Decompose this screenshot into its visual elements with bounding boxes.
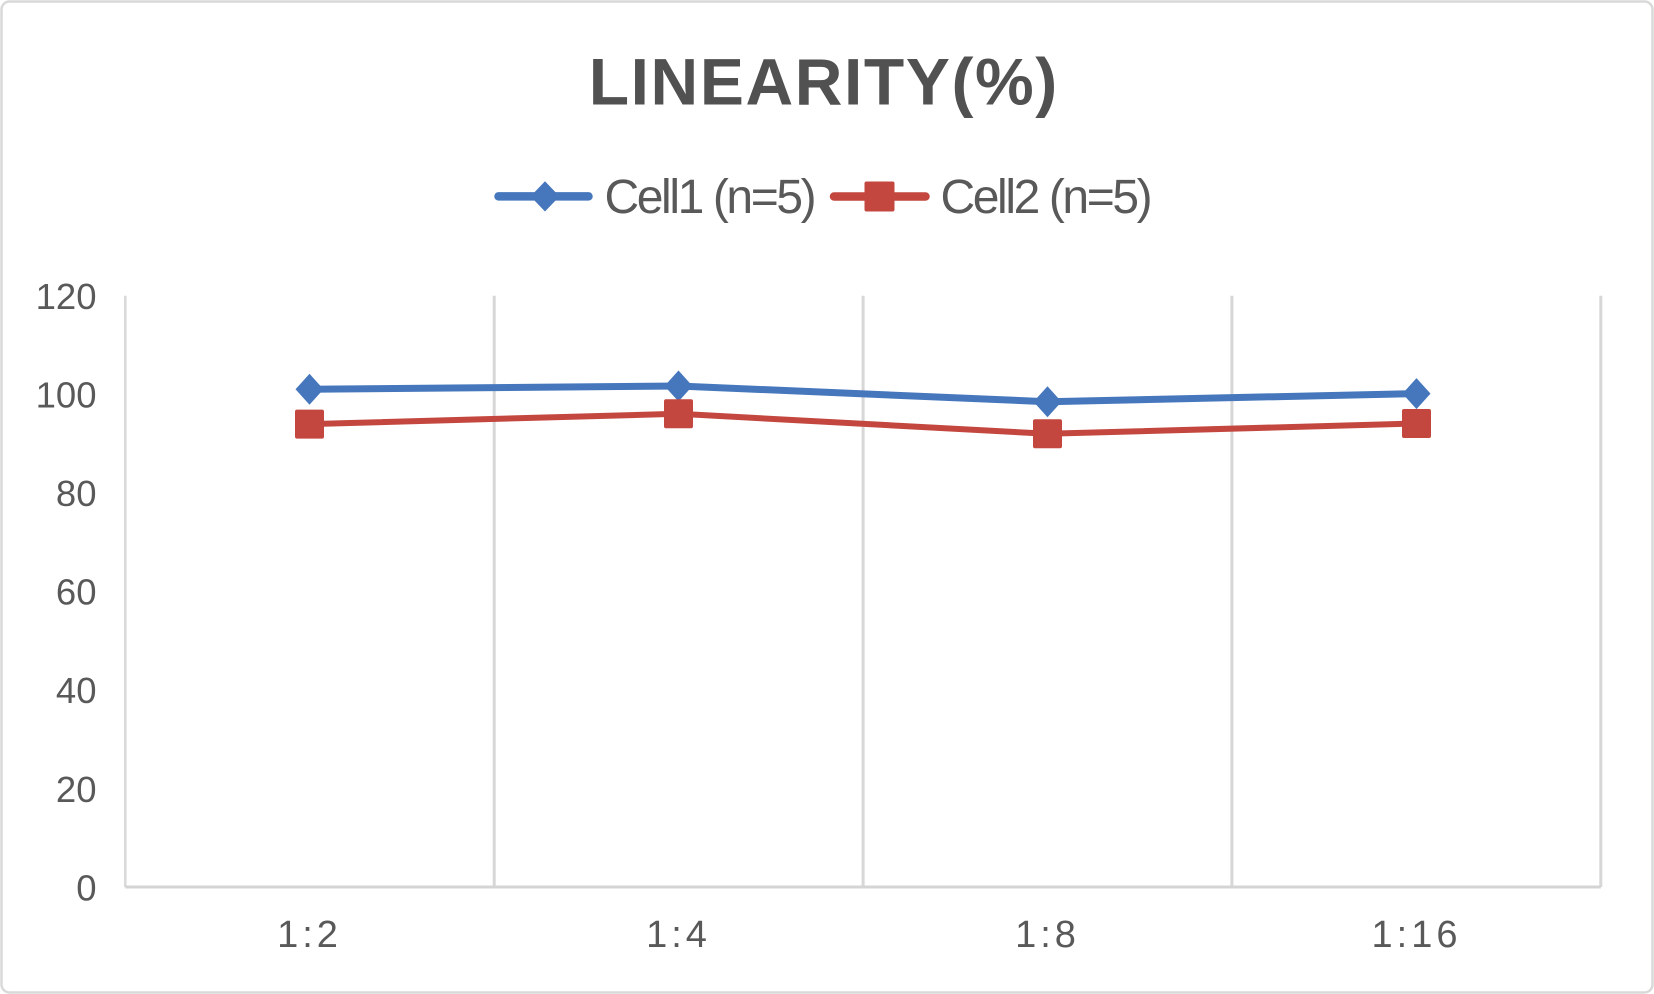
svg-text:1:16: 1:16 bbox=[1372, 914, 1462, 956]
svg-text:LINEARITY(%): LINEARITY(%) bbox=[589, 44, 1059, 118]
svg-text:20: 20 bbox=[56, 769, 97, 810]
svg-text:1:4: 1:4 bbox=[646, 914, 711, 956]
svg-text:120: 120 bbox=[36, 276, 97, 317]
svg-text:80: 80 bbox=[56, 473, 97, 514]
svg-text:0: 0 bbox=[76, 867, 96, 908]
svg-text:40: 40 bbox=[56, 670, 97, 711]
svg-text:1:2: 1:2 bbox=[277, 914, 342, 956]
svg-text:1:8: 1:8 bbox=[1015, 914, 1080, 956]
svg-text:Cell2 (n=5): Cell2 (n=5) bbox=[941, 171, 1151, 224]
svg-text:60: 60 bbox=[56, 572, 97, 613]
svg-text:Cell1 (n=5): Cell1 (n=5) bbox=[605, 171, 815, 224]
svg-text:100: 100 bbox=[36, 375, 97, 416]
